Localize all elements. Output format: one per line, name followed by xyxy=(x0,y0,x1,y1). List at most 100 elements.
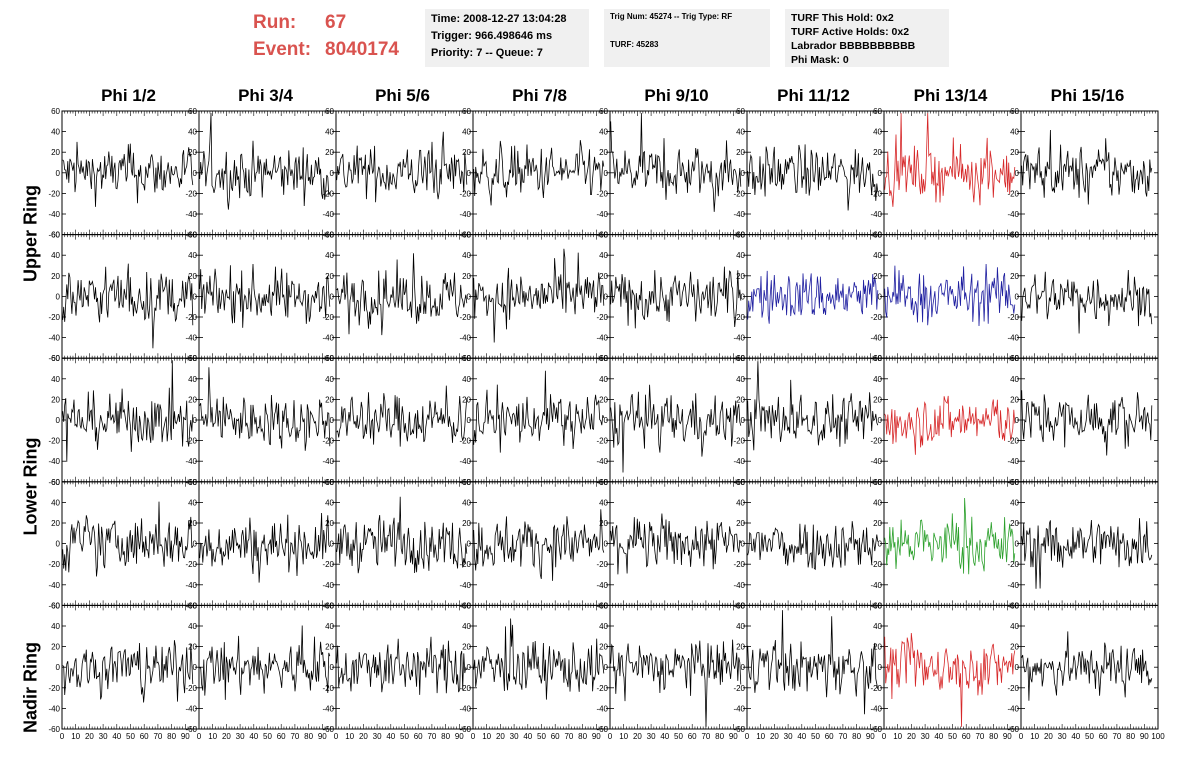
waveform-trace-blue xyxy=(747,270,879,324)
y-tick-label: 0 xyxy=(330,169,335,178)
y-tick-label: -20 xyxy=(870,189,882,198)
y-tick-label: 0 xyxy=(604,663,609,672)
x-tick-label: 50 xyxy=(400,732,409,741)
y-tick-label: 40 xyxy=(188,128,197,137)
y-tick-label: 60 xyxy=(1010,231,1019,240)
x-tick-label: 20 xyxy=(633,732,642,741)
y-tick-label: -60 xyxy=(48,601,60,610)
y-tick-label: -20 xyxy=(459,437,471,446)
y-tick-label: -40 xyxy=(1007,334,1019,343)
y-tick-label: 0 xyxy=(878,663,883,672)
x-tick-label: 60 xyxy=(140,732,149,741)
panel-r0-c3: -60 -40 -20 0 20 40 60 xyxy=(459,107,611,240)
phi-header: Phi 1/2 Phi 3/4 Phi 5/6 Phi 7/8 Phi 9/10… xyxy=(60,86,1160,110)
y-tick-label: 40 xyxy=(873,251,882,260)
y-tick-label: -60 xyxy=(733,354,745,363)
y-tick-label: -60 xyxy=(733,478,745,487)
y-tick-label: -20 xyxy=(596,313,608,322)
panel-r2-c6: -60 -40 -20 0 20 40 60 xyxy=(870,354,1022,487)
y-tick-label: 0 xyxy=(741,540,746,549)
y-tick-label: 20 xyxy=(462,272,471,281)
panel-r4-c1: -60 -40 -20 0 20 40 60 0 10 20 30 40 50 60 70 80 90 xyxy=(185,601,337,741)
y-tick-label: -40 xyxy=(733,210,745,219)
y-tick-label: 20 xyxy=(188,643,197,652)
x-tick-label: 80 xyxy=(578,732,587,741)
panel-r2-c3: -60 -40 -20 0 20 40 60 xyxy=(459,354,611,487)
panel-r3-c0: -60 -40 -20 0 20 40 60 xyxy=(48,478,200,610)
y-tick-label: -20 xyxy=(1007,313,1019,322)
y-tick-label: -20 xyxy=(185,189,197,198)
y-tick-label: -60 xyxy=(459,478,471,487)
x-tick-label: 10 xyxy=(208,732,217,741)
x-tick-label: 0 xyxy=(334,732,339,741)
y-tick-label: -40 xyxy=(185,704,197,713)
waveform-trace-normal xyxy=(199,113,331,210)
y-tick-label: -60 xyxy=(185,601,197,610)
x-tick-label: 50 xyxy=(811,732,820,741)
y-tick-label: 40 xyxy=(873,375,882,384)
x-tick-label: 30 xyxy=(373,732,382,741)
y-tick-label: 60 xyxy=(462,231,471,240)
y-tick-label: 20 xyxy=(51,395,60,404)
y-tick-label: -60 xyxy=(48,231,60,240)
y-tick-label: -40 xyxy=(459,334,471,343)
y-tick-label: 0 xyxy=(1015,416,1020,425)
y-tick-label: -20 xyxy=(48,437,60,446)
y-tick-label: 60 xyxy=(599,231,608,240)
y-tick-label: 40 xyxy=(462,375,471,384)
panel-r1-c5: -60 -40 -20 0 20 40 60 xyxy=(733,231,885,363)
y-tick-label: -20 xyxy=(596,189,608,198)
y-tick-label: 60 xyxy=(325,478,334,487)
y-tick-label: 0 xyxy=(467,416,472,425)
turf-active-line: TURF Active Holds: 0x2 xyxy=(791,26,910,38)
y-tick-label: 20 xyxy=(873,148,882,157)
y-tick-label: -40 xyxy=(185,457,197,466)
x-tick-label: 70 xyxy=(701,732,710,741)
y-tick-label: 0 xyxy=(878,540,883,549)
y-tick-label: -40 xyxy=(596,704,608,713)
y-tick-label: -40 xyxy=(185,334,197,343)
waveform-trace-normal xyxy=(336,496,468,574)
y-tick-label: 0 xyxy=(604,540,609,549)
y-tick-label: -40 xyxy=(733,334,745,343)
y-tick-label: 40 xyxy=(325,128,334,137)
panel-frame xyxy=(61,110,200,236)
y-tick-label: 0 xyxy=(741,663,746,672)
y-tick-label: -20 xyxy=(459,189,471,198)
y-tick-label: -40 xyxy=(322,581,334,590)
y-tick-label: 20 xyxy=(188,272,197,281)
waveform-trace-normal xyxy=(62,360,194,462)
y-tick-label: 60 xyxy=(51,354,60,363)
waveform-trace-normal xyxy=(62,263,194,349)
phi-mask-line: Phi Mask: 0 xyxy=(791,54,849,66)
x-tick-label: 60 xyxy=(414,732,423,741)
turf-line: TURF: 45283 xyxy=(610,40,659,49)
y-tick-label: 20 xyxy=(873,643,882,652)
y-tick-label: 60 xyxy=(736,601,745,610)
y-tick-label: -40 xyxy=(322,704,334,713)
y-tick-label: -60 xyxy=(48,725,60,734)
x-tick-label: 30 xyxy=(99,732,108,741)
y-tick-label: 20 xyxy=(1010,519,1019,528)
y-tick-label: -20 xyxy=(322,313,334,322)
y-tick-label: -40 xyxy=(596,334,608,343)
y-tick-label: 60 xyxy=(325,601,334,610)
y-tick-label: -40 xyxy=(48,457,60,466)
y-tick-label: 20 xyxy=(736,519,745,528)
y-tick-label: 0 xyxy=(330,540,335,549)
waveform-trace-normal xyxy=(1021,390,1153,456)
waveform-trace-normal xyxy=(747,521,879,571)
phi-label-5: Phi 5/6 xyxy=(375,86,430,105)
y-tick-label: 40 xyxy=(736,498,745,507)
y-tick-label: -60 xyxy=(185,478,197,487)
x-tick-label: 90 xyxy=(866,732,875,741)
panel-r2-c2: -60 -40 -20 0 20 40 60 xyxy=(322,354,474,487)
waveform-trace-normal xyxy=(336,636,468,695)
y-tick-label: -60 xyxy=(185,231,197,240)
y-tick-label: -40 xyxy=(733,704,745,713)
y-tick-label: 40 xyxy=(51,498,60,507)
y-tick-label: 40 xyxy=(462,498,471,507)
x-tick-label: 0 xyxy=(608,732,613,741)
y-tick-label: -20 xyxy=(733,437,745,446)
